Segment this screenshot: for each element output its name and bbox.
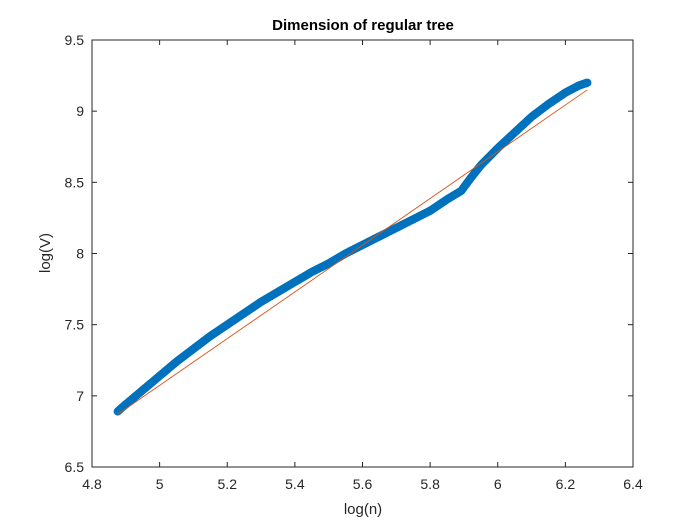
x-tick-label: 5.8 bbox=[420, 476, 440, 492]
y-tick-label: 8 bbox=[76, 246, 84, 262]
y-tick-label: 6.5 bbox=[65, 459, 85, 475]
x-tick-label: 6.4 bbox=[623, 476, 643, 492]
x-tick-label: 6 bbox=[494, 476, 502, 492]
axis-ticks: 4.8 5 5.2 5.4 5.6 5.8 6 6.2 6.4 6.5 7 7.5 8 8.5 9 9.5 bbox=[65, 32, 643, 492]
y-tick-label: 7.5 bbox=[65, 317, 85, 333]
x-tick-label: 5 bbox=[156, 476, 164, 492]
x-tick-label: 5.4 bbox=[285, 476, 305, 492]
fit-line bbox=[117, 89, 588, 415]
y-axis-label: log(V) bbox=[37, 233, 54, 273]
x-tick-label: 5.2 bbox=[218, 476, 238, 492]
y-tick-label: 9 bbox=[76, 103, 84, 119]
y-tick-label: 8.5 bbox=[65, 174, 85, 190]
y-tick-label: 7 bbox=[76, 388, 84, 404]
chart-title: Dimension of regular tree bbox=[272, 17, 454, 34]
x-tick-label: 5.6 bbox=[353, 476, 373, 492]
x-tick-label: 6.2 bbox=[556, 476, 576, 492]
y-tick-label: 9.5 bbox=[65, 32, 85, 48]
x-tick-label: 4.8 bbox=[82, 476, 102, 492]
data-point bbox=[583, 78, 592, 87]
fit-line-layer bbox=[117, 89, 588, 415]
scatter-series bbox=[113, 78, 592, 416]
x-axis-label: log(n) bbox=[344, 501, 382, 518]
